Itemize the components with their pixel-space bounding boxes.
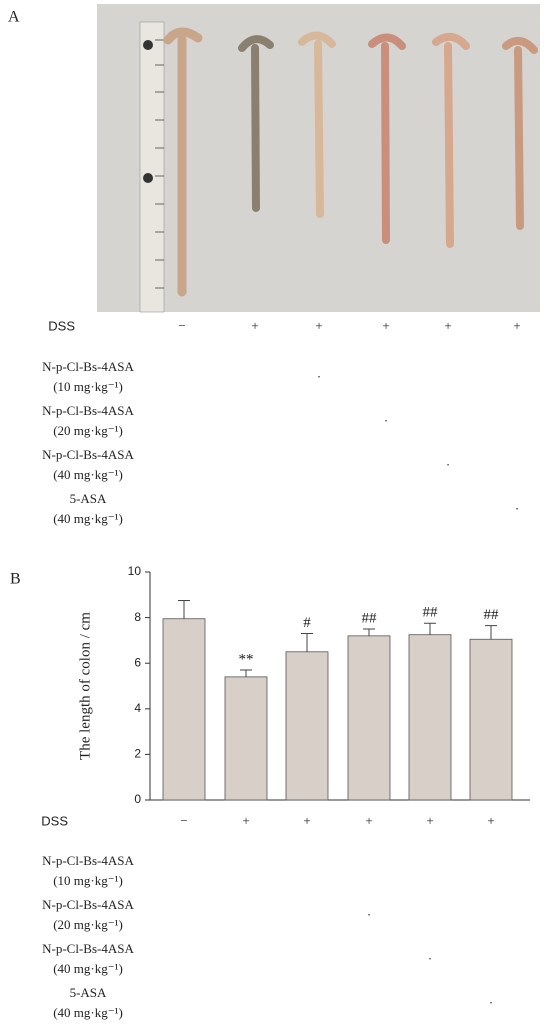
y-tick-label: 2 xyxy=(134,747,141,761)
row-label: N-p-Cl-Bs-4ASA xyxy=(42,853,134,868)
row-dose: (10 mg·kg⁻¹) xyxy=(53,379,123,394)
row-label: N-p-Cl-Bs-4ASA xyxy=(42,897,134,912)
treatment-mark: + xyxy=(513,318,520,333)
row-label: 5-ASA xyxy=(70,985,107,1000)
significance-label: ** xyxy=(239,651,254,667)
treatment-mark: + xyxy=(303,813,310,828)
y-tick-label: 6 xyxy=(134,655,141,669)
row-dose: (40 mg·kg⁻¹) xyxy=(53,1005,123,1020)
row-dose: (40 mg·kg⁻¹) xyxy=(53,467,123,482)
row-dose: (20 mg·kg⁻¹) xyxy=(53,917,123,932)
row-label: N-p-Cl-Bs-4ASA xyxy=(42,403,134,418)
bar xyxy=(163,619,205,800)
treatment-mark: · xyxy=(489,995,493,1010)
bar xyxy=(225,677,267,800)
row-dose: (20 mg·kg⁻¹) xyxy=(53,423,123,438)
error-bar xyxy=(485,626,497,640)
y-tick-label: 10 xyxy=(128,564,142,578)
treatment-mark: · xyxy=(428,951,432,966)
treatment-mark: + xyxy=(251,318,258,333)
treatment-mark: · xyxy=(367,907,371,922)
row-label: DSS xyxy=(48,318,75,333)
figure: A DSS B The length of colon / cm DSS − + +… xyxy=(0,0,547,1024)
photo xyxy=(97,4,540,312)
treatment-mark: + xyxy=(382,318,389,333)
treatment-mark: + xyxy=(365,813,372,828)
bar xyxy=(286,652,328,800)
row-label: DSS xyxy=(41,813,68,828)
y-tick-label: 8 xyxy=(134,610,141,624)
treatment-mark: + xyxy=(242,813,249,828)
error-bar xyxy=(301,634,313,652)
significance-label: ## xyxy=(423,605,439,621)
significance-label: ## xyxy=(362,610,378,626)
y-tick-label: 4 xyxy=(134,701,141,715)
treatment-mark: · xyxy=(384,413,388,428)
treatment-mark: + xyxy=(444,318,451,333)
treatment-mark: · xyxy=(446,457,450,472)
row-dose: (40 mg·kg⁻¹) xyxy=(53,961,123,976)
treatment-mark: + xyxy=(487,813,494,828)
row-label: 5-ASA xyxy=(70,491,107,506)
bar xyxy=(409,635,451,800)
row-label: N-p-Cl-Bs-4ASA xyxy=(42,359,134,374)
row-dose: (40 mg·kg⁻¹) xyxy=(53,511,123,526)
treatment-mark: + xyxy=(315,318,322,333)
error-bar xyxy=(363,629,375,636)
row-label: N-p-Cl-Bs-4ASA xyxy=(42,447,134,462)
treatment-mark: + xyxy=(426,813,433,828)
treatment-mark: − xyxy=(180,813,187,828)
treatment-mark: · xyxy=(317,369,321,384)
significance-label: ## xyxy=(484,607,500,623)
error-bar xyxy=(240,670,252,677)
treatment-mark: − xyxy=(178,318,185,333)
y-tick-label: 0 xyxy=(134,792,141,806)
bar xyxy=(470,639,512,800)
significance-label: # xyxy=(303,615,311,631)
error-bar xyxy=(424,623,436,634)
y-axis-title: The length of colon / cm xyxy=(77,612,93,760)
row-label: N-p-Cl-Bs-4ASA xyxy=(42,941,134,956)
error-bar xyxy=(178,601,190,619)
panel-label: B xyxy=(10,571,21,588)
row-dose: (10 mg·kg⁻¹) xyxy=(53,873,123,888)
treatment-mark: · xyxy=(515,501,519,516)
bar xyxy=(348,636,390,800)
panel-label: A xyxy=(8,9,20,26)
